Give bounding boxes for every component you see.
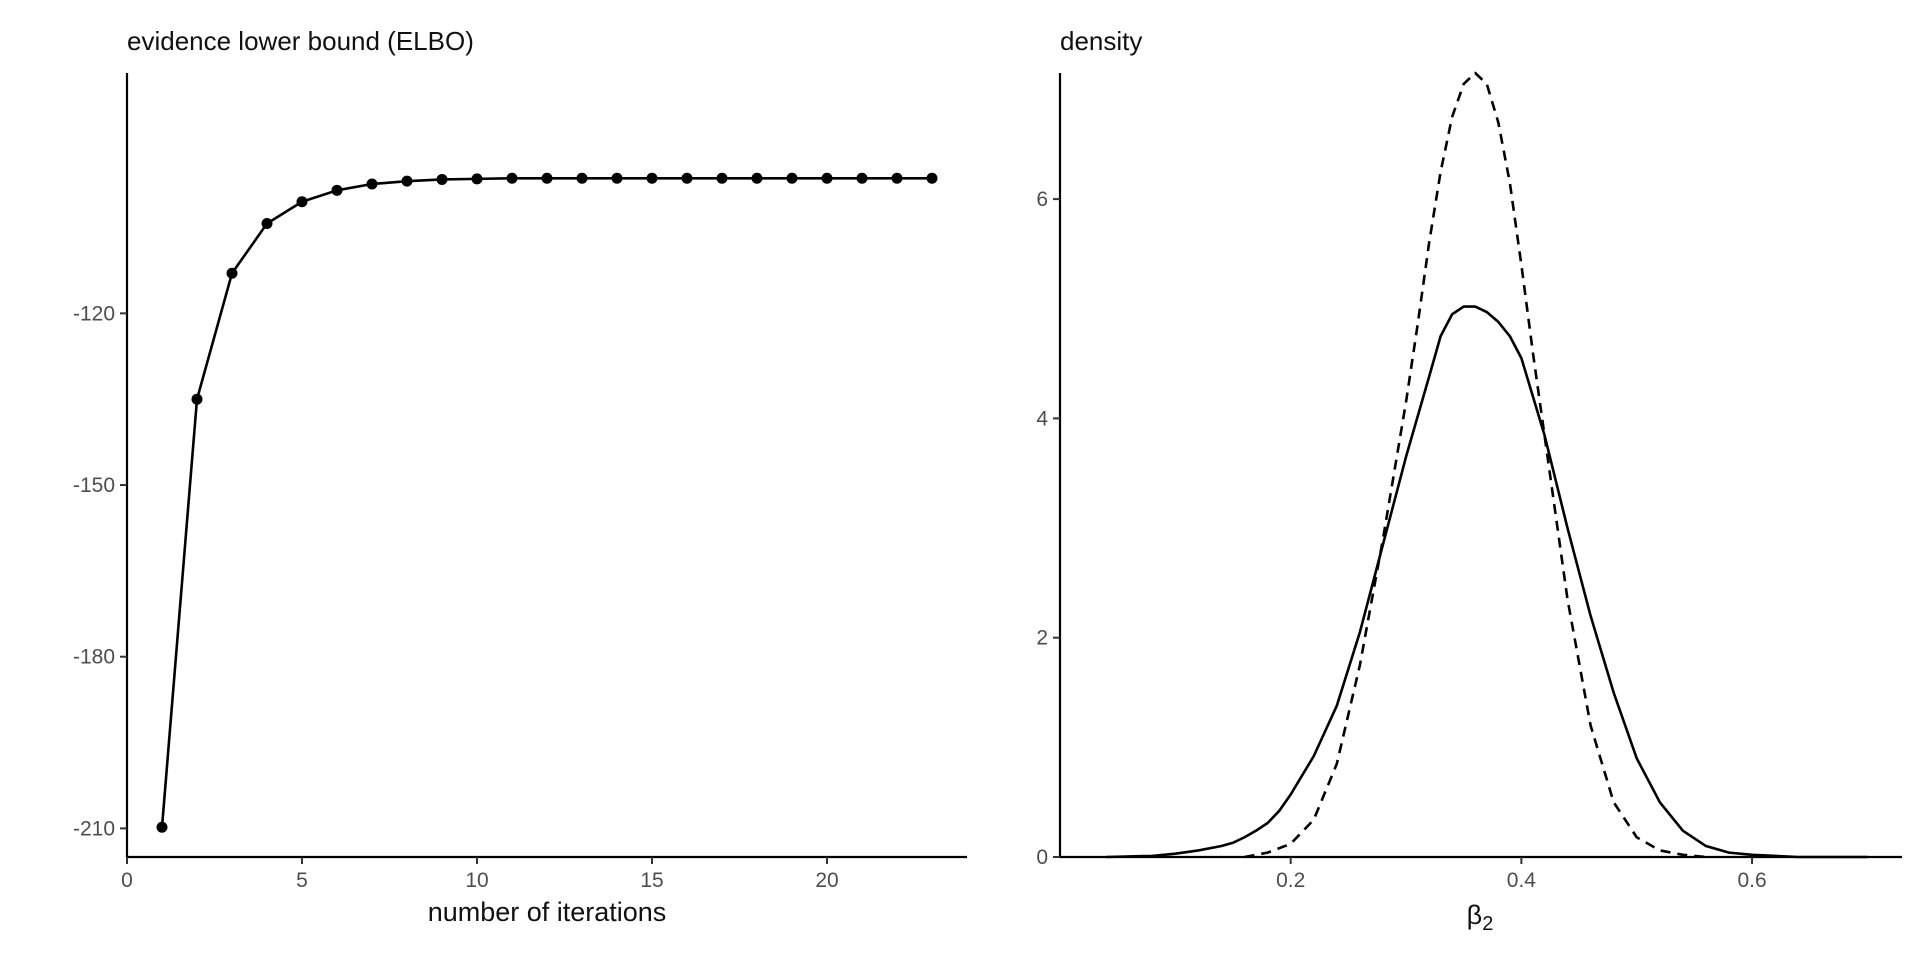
- density-x-tick-label: 0.6: [1737, 869, 1766, 892]
- elbo-point: [716, 172, 728, 184]
- elbo-point: [751, 172, 763, 184]
- elbo-ticks: 0 5 10 15 20 -210 -180 -150 -120: [73, 302, 839, 892]
- elbo-x-tick-label: 20: [815, 869, 838, 892]
- elbo-point: [681, 172, 693, 184]
- density-x-tick-label: 0.2: [1276, 869, 1305, 892]
- elbo-point: [156, 821, 168, 833]
- elbo-point: [891, 172, 903, 184]
- density-y-tick-label: 6: [1036, 188, 1048, 211]
- elbo-y-tick-label: -180: [73, 646, 115, 669]
- elbo-point: [856, 172, 868, 184]
- density-series: [1106, 71, 1868, 859]
- elbo-point: [821, 172, 833, 184]
- elbo-panel: evidence lower bound (ELBO) 0 5 10 15 20 -210…: [73, 26, 967, 927]
- elbo-point: [226, 267, 238, 279]
- density-y-tick-label: 2: [1036, 627, 1048, 650]
- density-ticks: 0.2 0.4 0.6 0 2 4 6: [1036, 188, 1766, 892]
- elbo-x-tick-label: 10: [465, 869, 488, 892]
- elbo-point: [611, 172, 623, 184]
- beta-symbol: β: [1467, 900, 1483, 930]
- elbo-point: [366, 178, 378, 190]
- elbo-point: [646, 172, 658, 184]
- elbo-point: [401, 175, 413, 187]
- elbo-main-line: [160, 177, 932, 828]
- density-y-tick-label: 4: [1036, 407, 1048, 430]
- density-x-tick-label: 0.4: [1507, 869, 1537, 892]
- elbo-x-axis-title: number of iterations: [428, 897, 667, 927]
- density-title: density: [1060, 26, 1142, 56]
- elbo-point: [576, 172, 588, 184]
- density-x-axis-title: β2: [1467, 900, 1494, 935]
- elbo-x-tick-label: 5: [296, 869, 308, 892]
- density-solid-line: [1106, 305, 1868, 859]
- beta-subscript: 2: [1482, 913, 1493, 935]
- density-dashed-line: [1244, 71, 1707, 859]
- elbo-point: [296, 196, 308, 208]
- density-y-tick-label: 0: [1036, 846, 1048, 869]
- elbo-point: [331, 184, 343, 196]
- elbo-point: [191, 393, 203, 405]
- elbo-point: [261, 218, 273, 230]
- elbo-point: [471, 173, 483, 185]
- elbo-series: [156, 172, 938, 833]
- elbo-x-tick-label: 0: [121, 869, 133, 892]
- elbo-point: [436, 173, 448, 185]
- elbo-point: [926, 172, 938, 184]
- elbo-y-tick-label: -210: [73, 817, 115, 840]
- elbo-point: [506, 172, 518, 184]
- elbo-point: [786, 172, 798, 184]
- elbo-point: [541, 172, 553, 184]
- elbo-y-tick-label: -120: [73, 302, 115, 325]
- elbo-y-tick-label: -150: [73, 474, 115, 497]
- elbo-title: evidence lower bound (ELBO): [127, 26, 474, 56]
- elbo-x-tick-label: 15: [640, 869, 663, 892]
